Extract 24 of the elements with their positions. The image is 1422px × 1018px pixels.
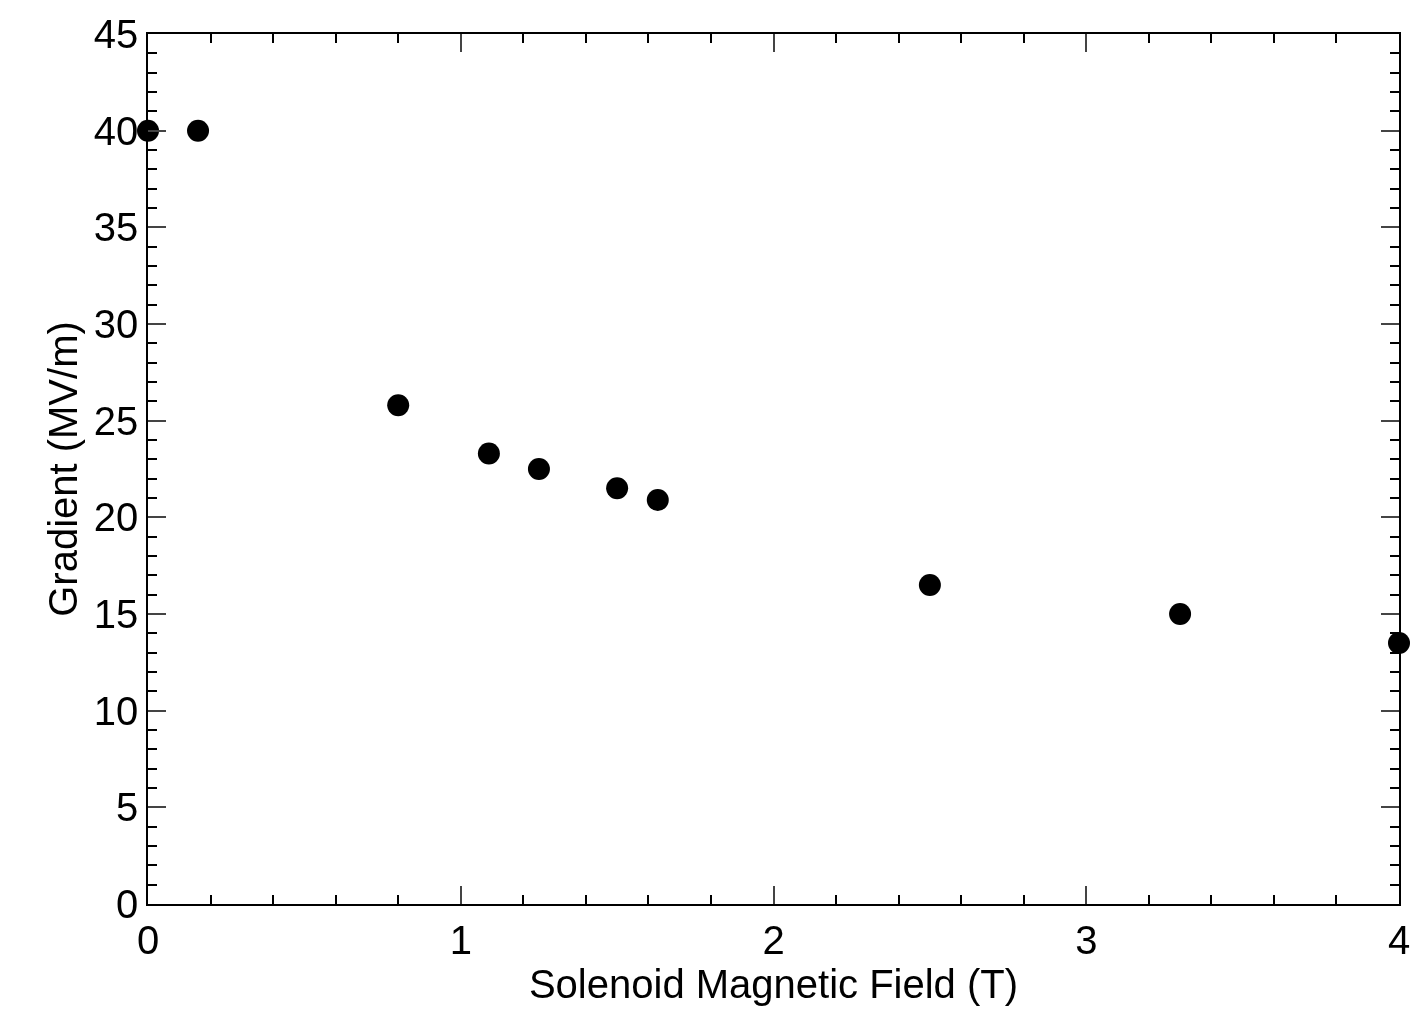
y-tick-label: 15: [93, 592, 139, 636]
x-axis-title: Solenoid Magnetic Field (T): [528, 961, 1019, 1006]
y-axis-title: Gradient (MV/m): [40, 321, 85, 617]
x-tick-label: 2: [762, 917, 785, 962]
point: [527, 458, 550, 480]
x-tick-label: 1: [449, 917, 472, 962]
x-tick-label: 3: [1075, 917, 1098, 962]
y-tick-label: 25: [93, 398, 139, 443]
x-tick-label: 4: [1387, 917, 1411, 962]
y-tick-label: 5: [116, 785, 139, 830]
point: [918, 574, 941, 596]
point: [1169, 603, 1192, 625]
y-tick-label: 10: [93, 688, 139, 733]
y-tick-label: 35: [93, 205, 139, 250]
y-tick-label: 20: [93, 495, 139, 540]
y-tick-label: 40: [93, 108, 139, 153]
point: [646, 488, 669, 511]
point: [187, 119, 210, 142]
point: [387, 394, 410, 417]
y-tick-label: 30: [93, 302, 139, 346]
y-tick-label: 45: [93, 12, 139, 56]
point: [606, 477, 629, 500]
point: [477, 442, 500, 465]
y-tick-label: 0: [116, 882, 139, 926]
